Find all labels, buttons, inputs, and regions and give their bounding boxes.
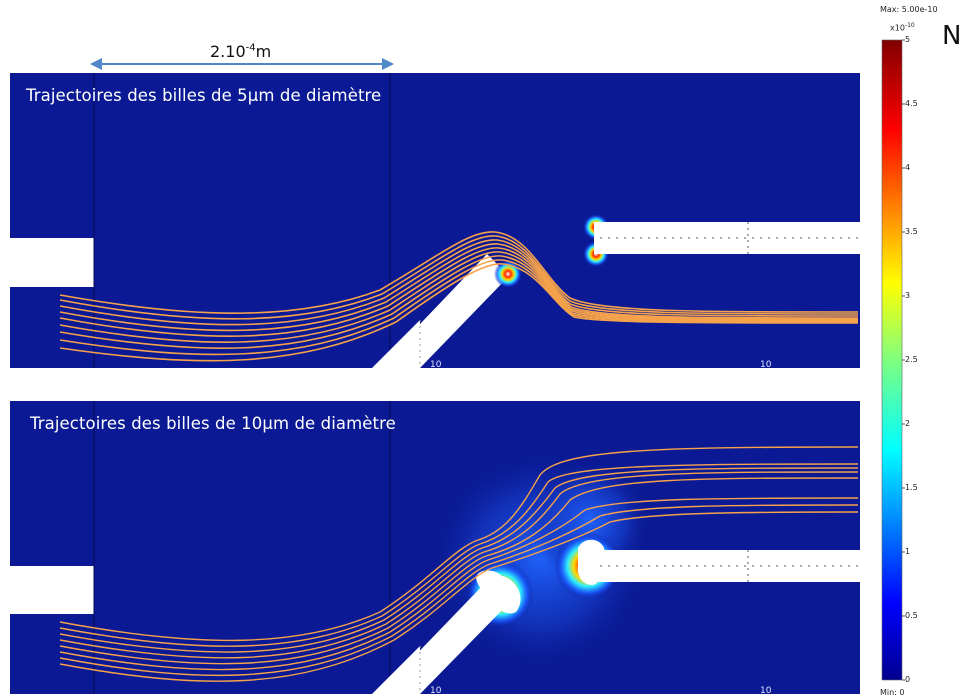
colorbar-tick-label: 5: [905, 35, 911, 44]
scale-exponent: -4: [245, 42, 256, 54]
axis-mark-2: 10: [760, 360, 772, 370]
axis-mark-4: 10: [760, 686, 772, 696]
colorbar-tick-label: 4.5: [905, 99, 918, 108]
panel-title-5um: Trajectoires des billes de 5µm de diamèt…: [26, 86, 382, 105]
colorbar: [881, 39, 903, 681]
colorbar-tick-label: 2.5: [905, 355, 918, 364]
unit-label: N: [942, 21, 962, 51]
colorbar-tick-label: 0.5: [905, 611, 918, 620]
colorbar-multiplier: x10-10: [890, 22, 915, 33]
multiplier-exp: -10: [904, 22, 915, 29]
colorbar-tick-label: 1.5: [905, 483, 918, 492]
colorbar-tick-label: 0: [905, 675, 911, 684]
colorbar-tick-label: 4: [905, 163, 911, 172]
multiplier-base: x10: [890, 23, 905, 33]
colorbar-tick-label: 1: [905, 547, 911, 556]
scale-bar: [90, 58, 394, 70]
colorbar-max-label: Max: 5.00e-10: [880, 5, 938, 14]
right-channel-bar: [594, 550, 860, 582]
tilted-splitter: [378, 580, 510, 694]
axis-mark-3: 10: [430, 686, 442, 696]
colorbar-ticks: [902, 39, 905, 681]
axis-mark-1: 10: [430, 360, 442, 370]
trajectories-10um: [59, 446, 859, 682]
panel-bottom: 10 10: [0, 401, 860, 696]
scale-unit: m: [255, 42, 272, 61]
panel-top: 10 10: [0, 73, 860, 370]
colorbar-min-label: Min: 0: [880, 688, 905, 697]
inlet-wall: [0, 238, 94, 287]
right-channel-bar: [594, 222, 860, 254]
trajectories-5um: [59, 231, 859, 362]
colorbar-tick-label: 3.5: [905, 227, 918, 236]
tilted-splitter: [378, 254, 509, 368]
scale-bar-label: 2.10-4m: [210, 42, 271, 61]
colorbar-tick-label: 2: [905, 419, 911, 428]
scale-base: 2.10: [210, 42, 246, 61]
panel-title-10um: Trajectoires des billes de 10µm de diamè…: [30, 414, 396, 433]
inlet-wall: [0, 566, 94, 614]
colorbar-tick-label: 3: [905, 291, 911, 300]
